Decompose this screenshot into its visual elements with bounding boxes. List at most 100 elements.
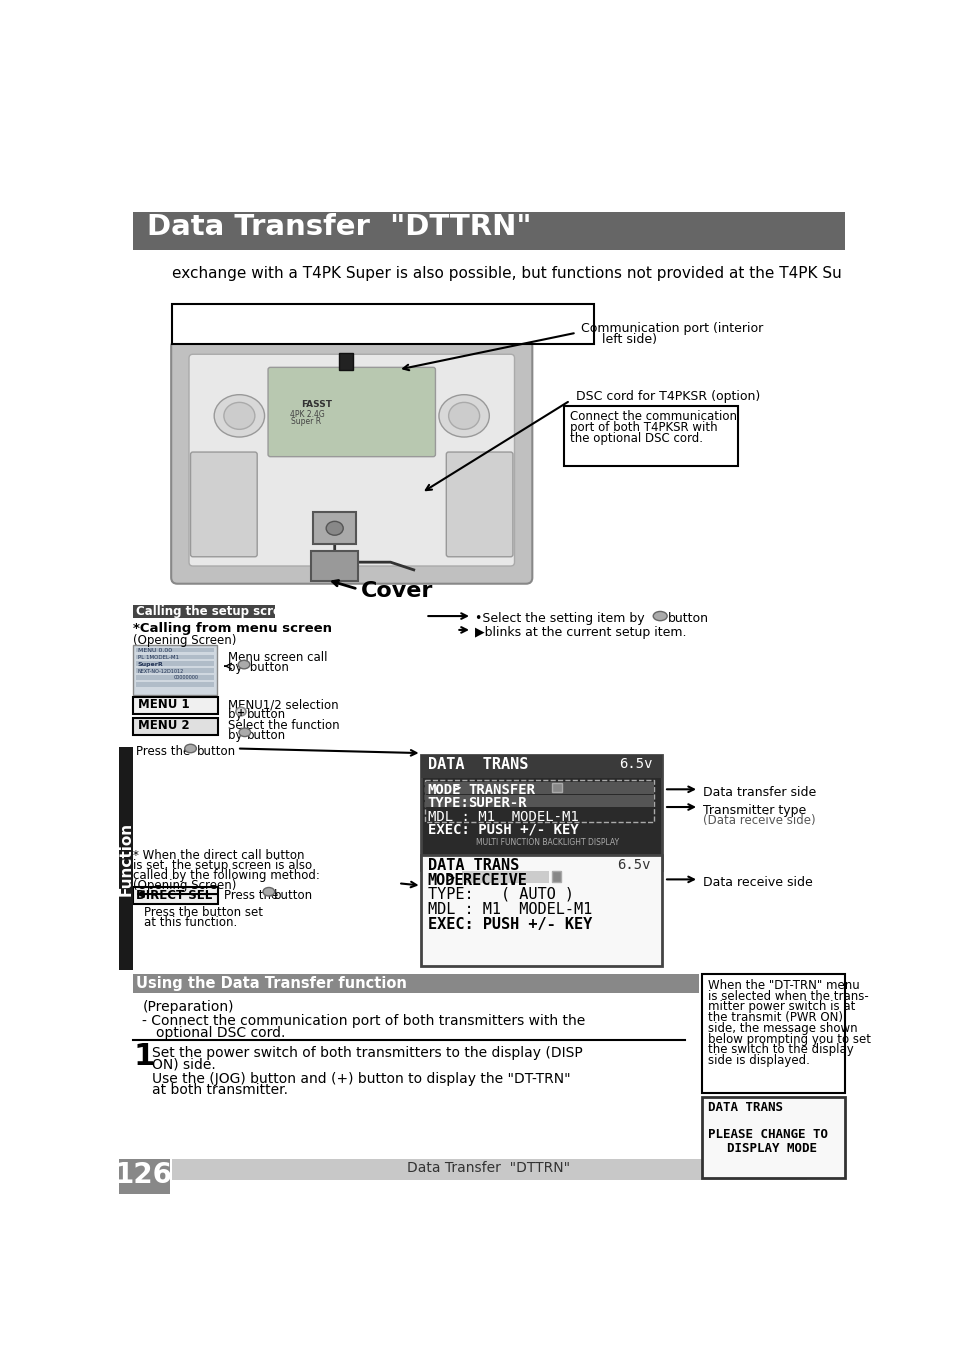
Text: DATA TRANS: DATA TRANS (707, 1101, 782, 1115)
Ellipse shape (263, 887, 274, 896)
Text: the switch to the display: the switch to the display (707, 1043, 853, 1057)
Bar (421, 855, 661, 967)
Text: Use the (JOG) button and (+) button to display the "DT-TRN": Use the (JOG) button and (+) button to d… (152, 1072, 570, 1086)
Text: Set the power switch of both transmitters to the display (DISP: Set the power switch of both transmitter… (152, 1046, 582, 1060)
Text: 4PK 2.4G: 4PK 2.4G (290, 410, 324, 419)
Text: (Preparation): (Preparation) (142, 999, 233, 1014)
Text: below prompting you to set: below prompting you to set (707, 1033, 870, 1046)
Text: FASST: FASST (301, 400, 332, 410)
Text: side is displayed.: side is displayed. (707, 1054, 809, 1068)
Bar (136, 669, 213, 673)
Bar (133, 604, 274, 619)
Text: DISPLAY MODE: DISPLAY MODE (726, 1142, 816, 1155)
Bar (172, 305, 594, 344)
Text: (Opening Screen): (Opening Screen) (133, 634, 236, 647)
Text: Press the: Press the (136, 745, 194, 759)
Text: Connect the communication: Connect the communication (570, 411, 737, 423)
Text: left side): left side) (601, 333, 657, 345)
Bar (136, 682, 213, 687)
Bar (311, 550, 357, 581)
Text: ▶blinks at the current setup item.: ▶blinks at the current setup item. (475, 625, 686, 639)
Text: EXEC: PUSH +/- KEY: EXEC: PUSH +/- KEY (427, 917, 591, 931)
Text: Data transfer side: Data transfer side (702, 786, 815, 799)
Bar (701, 975, 843, 1093)
Text: 6.5v: 6.5v (618, 758, 652, 771)
Text: 126: 126 (115, 1161, 172, 1189)
Ellipse shape (438, 395, 489, 437)
Bar (563, 406, 738, 466)
Text: TYPE:: TYPE: (427, 797, 469, 810)
Text: Select the function: Select the function (228, 720, 339, 732)
Text: PL 1MODEL-M1: PL 1MODEL-M1 (137, 655, 178, 661)
Text: SuperR: SuperR (137, 662, 163, 667)
FancyBboxPatch shape (268, 368, 435, 457)
Text: 6.5v: 6.5v (617, 857, 650, 872)
Text: by: by (228, 662, 246, 674)
Text: button: button (247, 729, 286, 743)
Text: called by the following method:: called by the following method: (133, 869, 320, 883)
Text: button: button (247, 709, 286, 721)
Text: Communication port (interior: Communication port (interior (580, 322, 762, 334)
Text: * When the direct call button: * When the direct call button (133, 849, 304, 863)
Text: MDL : M1  MODEL-M1: MDL : M1 MODEL-M1 (427, 902, 591, 917)
Text: DATA  TRANS: DATA TRANS (427, 758, 528, 772)
Text: When the "DT-TRN" menu: When the "DT-TRN" menu (707, 979, 859, 992)
Text: is set, the setup screen is also: is set, the setup screen is also (133, 860, 312, 872)
Text: •Select the setting item by: •Select the setting item by (475, 612, 648, 625)
Text: Data Transfer  "DTTRN": Data Transfer "DTTRN" (147, 213, 531, 241)
Ellipse shape (239, 728, 251, 736)
Bar (133, 887, 218, 905)
Text: port of both T4PKSR with: port of both T4PKSR with (570, 421, 718, 434)
Text: SUPER-R: SUPER-R (468, 797, 526, 810)
Text: DATA TRANS: DATA TRANS (427, 857, 518, 874)
Bar (136, 655, 213, 659)
Ellipse shape (224, 403, 254, 429)
Bar (701, 1097, 843, 1178)
Text: Data Transfer  "DTTRN": Data Transfer "DTTRN" (407, 1161, 570, 1175)
Text: MULTI FUNCTION BACKLIGHT DISPLAY: MULTI FUNCTION BACKLIGHT DISPLAY (476, 838, 618, 847)
Text: +: + (236, 709, 245, 718)
Text: - Connect the communication port of both transmitters with the: - Connect the communication port of both… (142, 1014, 585, 1029)
Bar (136, 647, 213, 652)
Text: NEXT-NO-12D1012: NEXT-NO-12D1012 (137, 669, 184, 674)
Text: mitter power switch is at: mitter power switch is at (707, 1000, 855, 1014)
Text: TRANSFER: TRANSFER (468, 783, 535, 797)
Text: MENU 1: MENU 1 (137, 698, 190, 712)
Ellipse shape (238, 661, 250, 669)
Text: PLEASE CHANGE TO: PLEASE CHANGE TO (707, 1128, 827, 1142)
Text: *Calling from menu screen: *Calling from menu screen (133, 623, 332, 635)
Bar (133, 717, 218, 735)
Text: RECEIVE: RECEIVE (462, 874, 526, 888)
Bar (136, 662, 213, 666)
Text: (Data receive side): (Data receive side) (702, 814, 815, 826)
Ellipse shape (185, 744, 196, 752)
Bar (313, 512, 355, 545)
Bar (133, 644, 216, 694)
Text: Transmitter type: Transmitter type (702, 803, 805, 817)
Text: is selected when the trans-: is selected when the trans- (707, 989, 868, 1003)
Text: MENU 0.00: MENU 0.00 (137, 648, 172, 654)
Bar (119, 1159, 170, 1193)
Text: MENU1/2 selection: MENU1/2 selection (228, 698, 338, 712)
Text: TYPE:   ( AUTO ): TYPE: ( AUTO ) (427, 887, 573, 902)
FancyBboxPatch shape (446, 452, 513, 557)
Text: button: button (667, 612, 708, 625)
Ellipse shape (214, 395, 264, 437)
Text: EXEC: PUSH +/- KEY: EXEC: PUSH +/- KEY (427, 822, 578, 836)
Bar (425, 782, 654, 794)
Bar (551, 871, 560, 882)
Text: Press the button set: Press the button set (144, 906, 263, 919)
Bar (136, 675, 213, 679)
Text: by: by (228, 729, 246, 743)
Text: MODE: MODE (427, 874, 464, 888)
Ellipse shape (235, 708, 246, 716)
Text: at this function.: at this function. (144, 917, 237, 929)
Text: button: button (274, 888, 313, 902)
Text: at both transmitter.: at both transmitter. (152, 1084, 288, 1097)
Text: button: button (246, 662, 289, 674)
Bar (461, 871, 548, 883)
Text: (Opening Screen): (Opening Screen) (133, 879, 236, 892)
Text: ON) side.: ON) side. (152, 1057, 215, 1072)
Ellipse shape (448, 403, 479, 429)
Bar (421, 755, 661, 778)
